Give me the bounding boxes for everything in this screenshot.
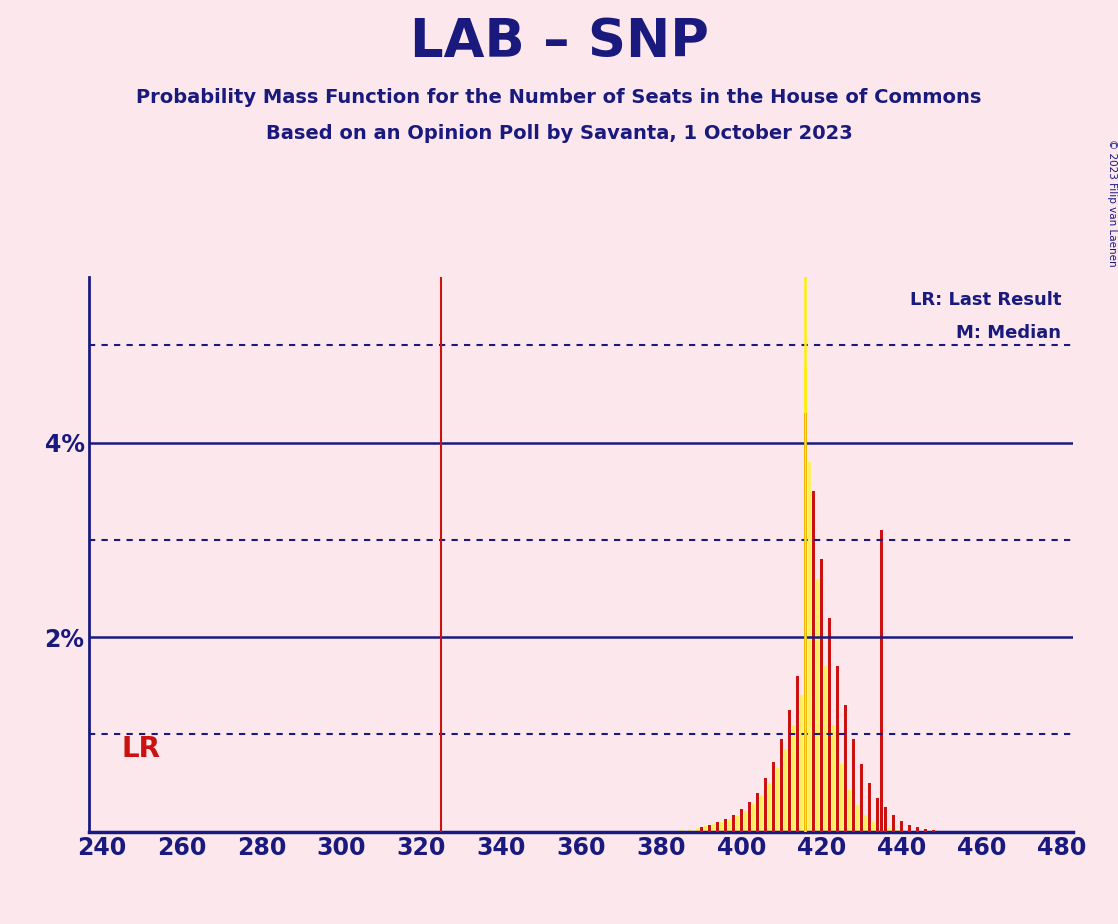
Bar	[832, 724, 835, 832]
Bar	[816, 578, 818, 832]
Bar	[784, 749, 787, 832]
Bar	[748, 802, 750, 832]
Bar	[877, 797, 879, 832]
Text: LR: LR	[122, 735, 161, 762]
Bar	[703, 826, 707, 832]
Bar	[916, 827, 919, 832]
Bar	[896, 830, 899, 832]
Bar	[892, 815, 894, 832]
Bar	[925, 829, 927, 832]
Bar	[764, 778, 767, 832]
Bar	[812, 492, 815, 832]
Bar	[875, 824, 879, 832]
Bar	[932, 830, 935, 832]
Bar	[852, 739, 854, 832]
Text: © 2023 Filip van Laenen: © 2023 Filip van Laenen	[1108, 140, 1117, 267]
Bar	[872, 821, 875, 832]
Bar	[688, 829, 691, 832]
Bar	[819, 627, 823, 832]
Text: LR: Last Result: LR: Last Result	[910, 291, 1061, 309]
Bar	[824, 666, 827, 832]
Bar	[680, 830, 683, 832]
Text: Based on an Opinion Poll by Savanta, 1 October 2023: Based on an Opinion Poll by Savanta, 1 O…	[266, 125, 852, 143]
Bar	[836, 744, 838, 832]
Bar	[804, 413, 806, 832]
Text: LAB – SNP: LAB – SNP	[409, 16, 709, 67]
Bar	[708, 825, 711, 832]
Bar	[883, 827, 887, 832]
Bar	[844, 705, 846, 832]
Bar	[717, 821, 719, 832]
Bar	[768, 783, 771, 832]
Bar	[760, 796, 762, 832]
Bar	[840, 763, 843, 832]
Bar	[720, 821, 723, 832]
Bar	[888, 828, 891, 832]
Bar	[732, 815, 735, 832]
Bar	[908, 825, 910, 832]
Bar	[847, 790, 851, 832]
Bar	[821, 559, 823, 832]
Bar	[700, 827, 702, 832]
Bar	[860, 811, 863, 832]
Bar	[868, 783, 871, 832]
Bar	[728, 819, 731, 832]
Bar	[751, 805, 755, 832]
Bar	[780, 739, 783, 832]
Bar	[695, 828, 699, 832]
Bar	[868, 819, 871, 832]
Bar	[776, 769, 779, 832]
Bar	[828, 617, 831, 832]
Bar	[796, 676, 798, 832]
Bar	[864, 815, 866, 832]
Text: M: Median: M: Median	[956, 324, 1061, 342]
Bar	[799, 696, 803, 832]
Bar	[836, 666, 838, 832]
Bar	[712, 824, 714, 832]
Bar	[827, 696, 831, 832]
Bar	[892, 829, 894, 832]
Bar	[743, 811, 747, 832]
Bar	[880, 530, 882, 832]
Bar	[804, 365, 807, 832]
Bar	[844, 778, 847, 832]
Bar	[740, 809, 742, 832]
Bar	[860, 763, 862, 832]
Bar	[773, 761, 775, 832]
Bar	[807, 462, 811, 832]
Bar	[900, 821, 902, 832]
Bar	[724, 819, 727, 832]
Bar	[792, 724, 795, 832]
Text: Probability Mass Function for the Number of Seats in the House of Commons: Probability Mass Function for the Number…	[136, 88, 982, 106]
Bar	[736, 816, 739, 832]
Bar	[812, 520, 815, 832]
Bar	[852, 798, 855, 832]
Bar	[756, 793, 758, 832]
Bar	[884, 808, 887, 832]
Bar	[880, 826, 883, 832]
Bar	[855, 806, 859, 832]
Bar	[788, 710, 790, 832]
